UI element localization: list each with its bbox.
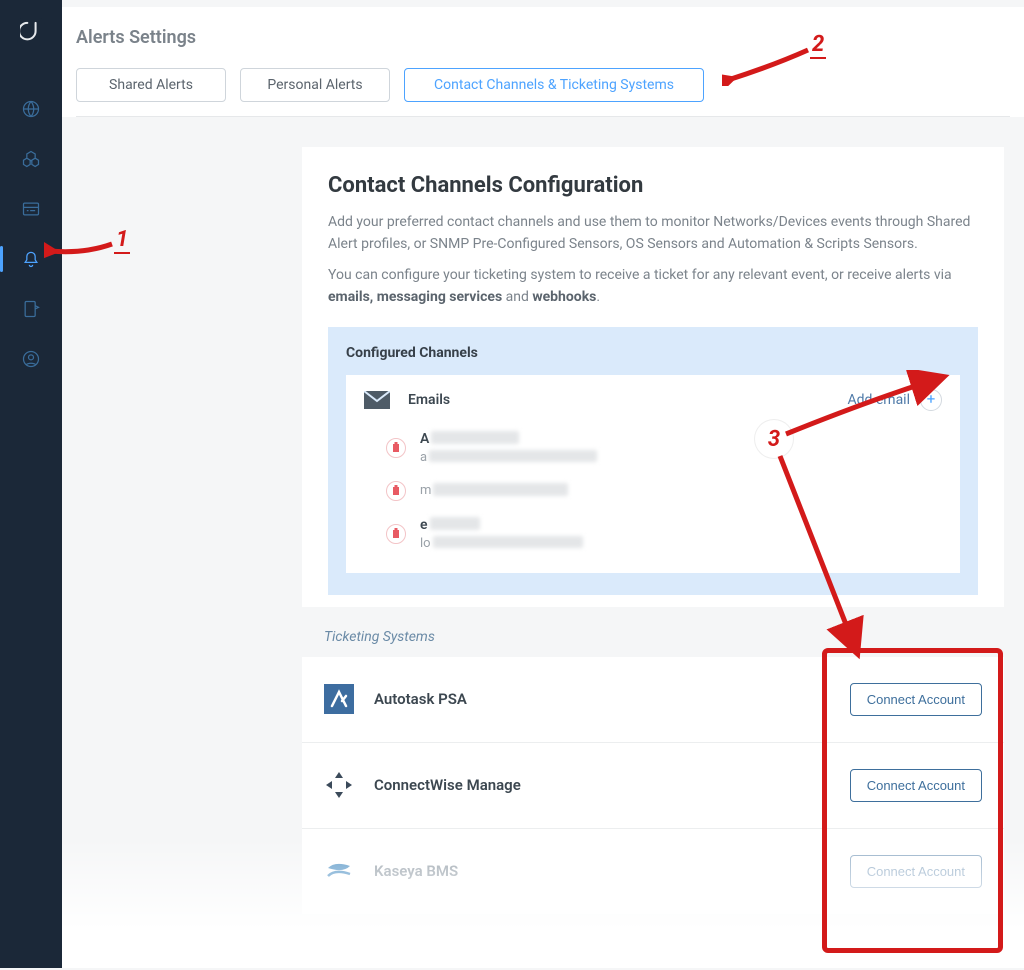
- autotask-icon: [324, 684, 354, 714]
- delete-email-button[interactable]: [386, 438, 406, 458]
- page-title: Alerts Settings: [76, 27, 1010, 48]
- nav-cubes-icon[interactable]: [0, 134, 62, 184]
- annotation-label-1: 1: [114, 227, 130, 254]
- ticketing-label: Autotask PSA: [374, 690, 850, 708]
- config-desc-2a: You can configure your ticketing system …: [328, 267, 952, 283]
- connectwise-icon: [324, 770, 354, 800]
- tab-contact-channels[interactable]: Contact Channels & Ticketing Systems: [404, 68, 704, 102]
- nav-account-icon[interactable]: [0, 334, 62, 384]
- nav-globe-icon[interactable]: [0, 84, 62, 134]
- ticketing-label: Kaseya BMS: [374, 862, 850, 880]
- annotation-arrow-3a: [780, 370, 950, 440]
- configured-channels-panel: Configured Channels Emails Add email +: [328, 327, 978, 595]
- email-line: A: [420, 431, 429, 447]
- email-line: e: [420, 517, 428, 533]
- ticketing-label: ConnectWise Manage: [374, 776, 850, 794]
- header: Alerts Settings Shared Alerts Personal A…: [62, 7, 1024, 117]
- app-logo: [17, 18, 45, 46]
- tab-personal-alerts[interactable]: Personal Alerts: [240, 68, 390, 102]
- annotation-arrow-3b: [770, 450, 870, 660]
- email-line: lo: [420, 536, 431, 551]
- config-title: Contact Channels Configuration: [328, 173, 978, 198]
- annotation-box-3: [822, 648, 1003, 953]
- configured-channels-heading: Configured Channels: [346, 345, 960, 361]
- config-desc-2b: emails, messaging services: [328, 289, 502, 305]
- nav-dashboard-icon[interactable]: [0, 184, 62, 234]
- email-entry: e lo: [420, 517, 583, 551]
- sidebar: [0, 0, 62, 968]
- config-desc-2c: and: [502, 289, 532, 305]
- kaseya-icon: [324, 856, 354, 886]
- email-entry: A a: [420, 431, 597, 465]
- email-icon: [364, 391, 390, 409]
- delete-email-button[interactable]: [386, 481, 406, 501]
- email-entry: m: [420, 483, 568, 498]
- annotation-label-2: 2: [810, 32, 826, 59]
- config-desc-2d: webhooks: [532, 289, 596, 305]
- nav-reports-icon[interactable]: [0, 284, 62, 334]
- tab-shared-alerts[interactable]: Shared Alerts: [76, 68, 226, 102]
- config-desc-1: Add your preferred contact channels and …: [328, 212, 978, 255]
- tabs-row: Shared Alerts Personal Alerts Contact Ch…: [76, 68, 1010, 117]
- delete-email-button[interactable]: [386, 524, 406, 544]
- email-line: a: [420, 450, 427, 465]
- email-line: m: [420, 483, 431, 498]
- annotation-arrow-2: [722, 46, 812, 86]
- annotation-arrow-1: [44, 236, 114, 266]
- config-desc-2: You can configure your ticketing system …: [328, 265, 978, 308]
- ticketing-heading: Ticketing Systems: [324, 629, 1004, 645]
- config-desc-2e: .: [596, 289, 600, 305]
